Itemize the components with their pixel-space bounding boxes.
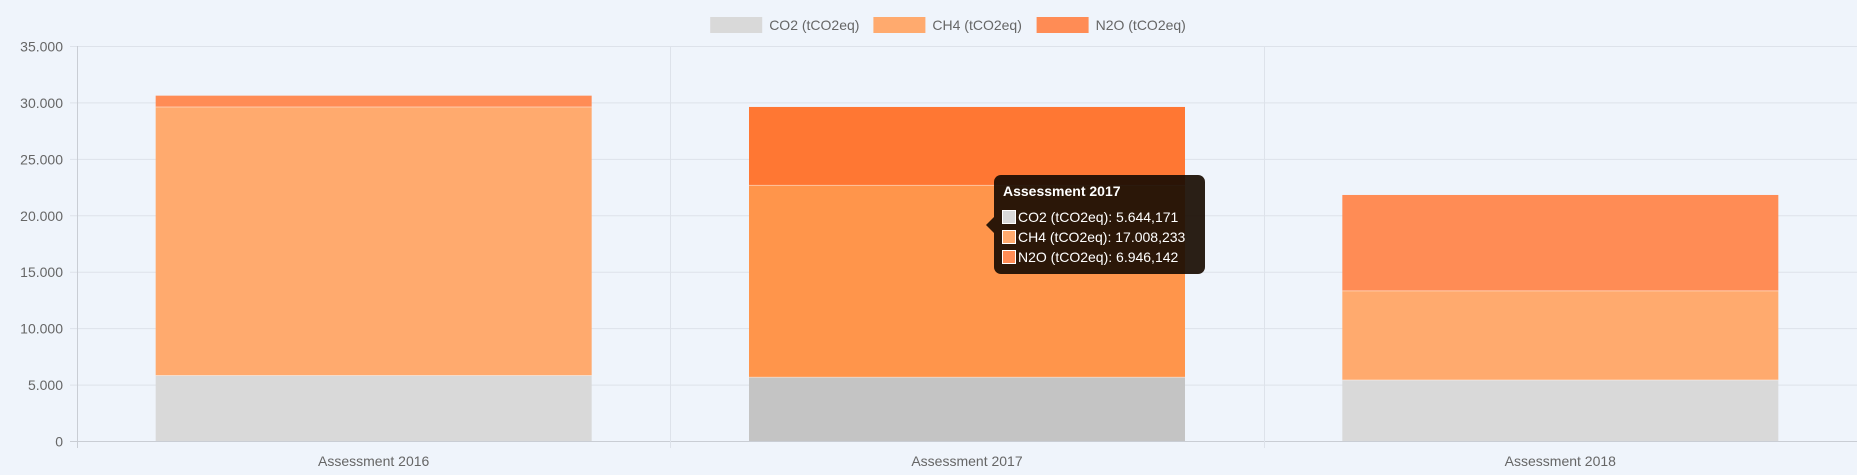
y-tick-label: 25.000 bbox=[20, 151, 63, 167]
tooltip: Assessment 2017 CO2 (tCO2eq): 5.644,171 … bbox=[986, 175, 1205, 274]
legend-label-n2o: N2O (tCO2eq) bbox=[1096, 17, 1186, 33]
bar-n2o-3 bbox=[1342, 194, 1779, 291]
legend-swatch-n2o bbox=[1036, 17, 1089, 33]
tooltip-swatch-n2o bbox=[1002, 250, 1016, 264]
y-tick-label: 15.000 bbox=[20, 264, 63, 280]
y-tick-label: 30.000 bbox=[20, 95, 63, 111]
y-tick-label: 10.000 bbox=[20, 321, 63, 337]
tooltip-row-label: CO2 (tCO2eq): 5.644,171 bbox=[1018, 209, 1179, 225]
y-tick-label: 5.000 bbox=[28, 377, 63, 393]
x-tick-label: Assessment 2016 bbox=[318, 453, 429, 469]
tooltip-row-label: CH4 (tCO2eq): 17.008,233 bbox=[1018, 229, 1186, 245]
bar-ch4-1 bbox=[155, 106, 592, 376]
y-tick-label: 20.000 bbox=[20, 208, 63, 224]
x-tick-label: Assessment 2017 bbox=[911, 453, 1022, 469]
y-tick-label: 35.000 bbox=[20, 39, 63, 55]
bar-n2o-2 bbox=[749, 106, 1185, 186]
y-tick-label: 0 bbox=[55, 434, 63, 450]
legend-swatch-co2 bbox=[710, 17, 763, 33]
tooltip-title: Assessment 2017 bbox=[1003, 183, 1121, 199]
bar-co2-2 bbox=[749, 377, 1185, 441]
legend-label-co2: CO2 (tCO2eq) bbox=[769, 17, 859, 33]
tooltip-swatch-co2 bbox=[1002, 210, 1016, 224]
legend: CO2 (tCO2eq) CH4 (tCO2eq) N2O (tCO2eq) bbox=[710, 17, 1186, 33]
y-axis-ticks: 0 5.000 10.000 15.000 20.000 25.000 30.000 35.0… bbox=[20, 39, 63, 450]
tooltip-row-ch4: CH4 (tCO2eq): 17.008,233 bbox=[1002, 227, 1197, 247]
bar-co2-1 bbox=[155, 375, 592, 441]
x-tick-label: Assessment 2018 bbox=[1505, 453, 1616, 469]
legend-swatch-ch4 bbox=[873, 17, 926, 33]
tooltip-row-label: N2O (tCO2eq): 6.946,142 bbox=[1018, 249, 1179, 265]
bar-ch4-3 bbox=[1342, 290, 1779, 381]
tooltip-row-n2o: N2O (tCO2eq): 6.946,142 bbox=[1002, 247, 1197, 267]
legend-label-ch4: CH4 (tCO2eq) bbox=[932, 17, 1021, 33]
x-axis-ticks: Assessment 2016 Assessment 2017 Assessment… bbox=[318, 453, 1616, 469]
bar-n2o-1 bbox=[155, 95, 592, 107]
bar-co2-3 bbox=[1342, 380, 1779, 441]
tooltip-row-co2: CO2 (tCO2eq): 5.644,171 bbox=[1002, 207, 1197, 227]
bars bbox=[155, 95, 1779, 441]
tooltip-caret bbox=[986, 217, 994, 233]
tooltip-swatch-ch4 bbox=[1002, 230, 1016, 244]
